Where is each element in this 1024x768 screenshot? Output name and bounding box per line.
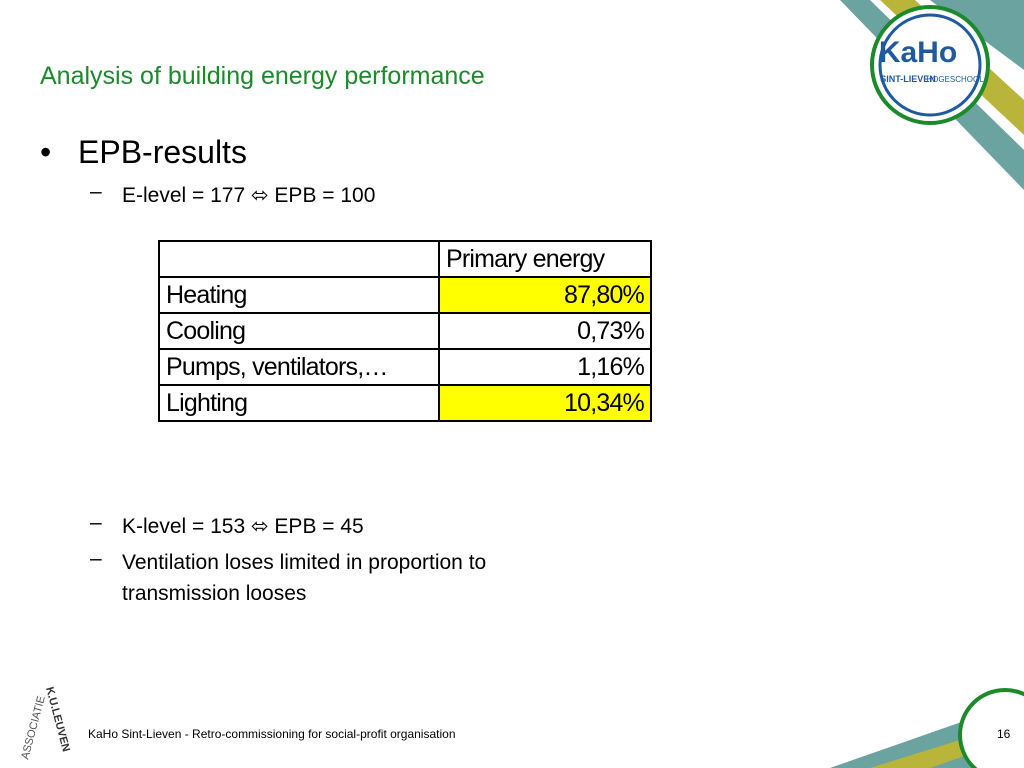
logo-line2: HOGESCHOOL [926, 75, 984, 84]
side-logo-top: ASSOCIATIE [19, 695, 47, 761]
row-label: Pumps, ventilators,… [158, 348, 440, 386]
row-label: Lighting [158, 384, 440, 422]
value-cell: 87,80% [438, 276, 652, 314]
footer: KaHo Sint-Lieven - Retro-commissioning f… [88, 727, 456, 741]
bullet-text: EPB-results [78, 134, 247, 170]
page-ring [958, 688, 1024, 768]
title: Analysis of building energy performance [40, 62, 485, 90]
logo-name: KaHo [879, 36, 957, 69]
sub-bullet-text: Ventilation loses limited in proportion … [122, 551, 487, 605]
logo-line1: SINT-LIEVEN [880, 74, 936, 84]
sub-bullet: – Ventilation loses limited in proportion… [90, 547, 512, 609]
table: Primary energy Heating 87,80% Cooling 0,73%… [158, 240, 652, 422]
page-number: 16 [997, 727, 1011, 741]
row-label: Heating [158, 276, 440, 314]
side-logo-bottom: K.U.LEUVEN [43, 686, 72, 754]
bullet: EPB-results [40, 134, 247, 171]
table-header: Primary energy [158, 240, 652, 278]
logo-ring [878, 13, 982, 117]
sub-bullet-text: K-level = 153 ⬄ EPB = 45 [122, 515, 364, 538]
header-cell: Primary energy [438, 240, 652, 278]
sub-bullet-text: E-level = 177 ⬄ EPB = 100 [122, 184, 376, 207]
table-row: Cooling 0,73% [158, 312, 652, 350]
sub-bullet: – E-level = 177 ⬄ EPB = 100 [90, 180, 512, 211]
value-cell: 10,34% [438, 384, 652, 422]
value-cell: 0,73% [438, 312, 652, 350]
table-row: Lighting 10,34% [158, 384, 652, 422]
row-label: Cooling [158, 312, 440, 350]
table-row: Pumps, ventilators,… 1,16% [158, 348, 652, 386]
table-row: Heating 87,80% [158, 276, 652, 314]
value-cell: 1,16% [438, 348, 652, 386]
cell [158, 240, 440, 278]
sub-bullet: – K-level = 153 ⬄ EPB = 45 [90, 511, 512, 542]
